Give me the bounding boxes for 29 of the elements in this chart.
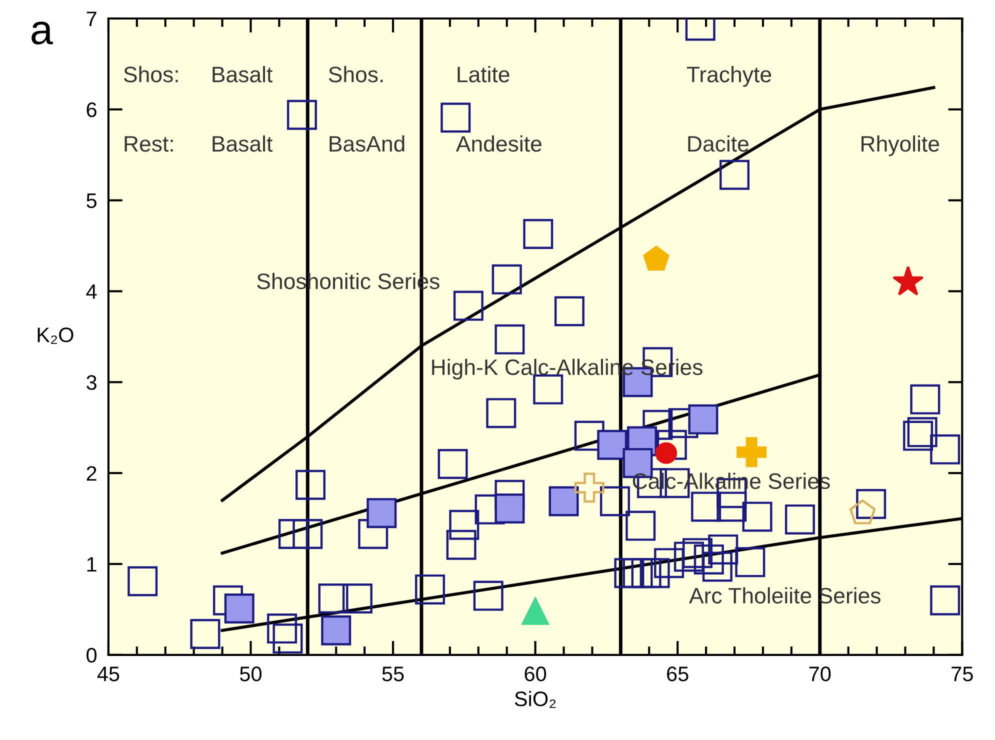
x-tick-label: 55 xyxy=(382,666,404,682)
annotation: Shos: xyxy=(124,66,178,82)
annotation: BasAnd xyxy=(330,135,404,152)
y-tick-label: 1 xyxy=(87,557,96,572)
text: a xyxy=(32,22,54,44)
x-axis-title: SiO₂ xyxy=(514,690,556,708)
x-tick-label: 65 xyxy=(667,666,688,682)
annotation: Dacite xyxy=(688,135,748,152)
annotation: Latite xyxy=(458,66,510,82)
annotation: Shos. xyxy=(328,66,383,82)
y-tick-label: 4 xyxy=(86,284,97,299)
y-tick-label: 0 xyxy=(86,648,97,663)
y-tick-label: 3 xyxy=(86,375,96,390)
x-tick-label: 60 xyxy=(524,666,546,682)
y-tick-label: 2 xyxy=(86,466,96,481)
y-tick-label: 7 xyxy=(86,12,96,26)
annotation: Trachyte xyxy=(686,66,772,87)
y-tick-label: 5 xyxy=(86,194,96,208)
annotation: Rest: xyxy=(124,136,173,152)
y-tick-label: 6 xyxy=(86,102,96,118)
x-tick-label: 70 xyxy=(809,666,831,682)
x-tick-label: 45 xyxy=(97,666,120,682)
y-axis-title: K₂O xyxy=(38,328,74,344)
annotation: Basalt xyxy=(212,135,272,152)
annotation: Basalt xyxy=(212,66,272,82)
annotation: Rhyolite xyxy=(862,135,940,156)
annotation: Andesite xyxy=(456,135,542,152)
x-tick-label: 75 xyxy=(952,666,973,682)
x-tick-label: 50 xyxy=(240,666,262,682)
